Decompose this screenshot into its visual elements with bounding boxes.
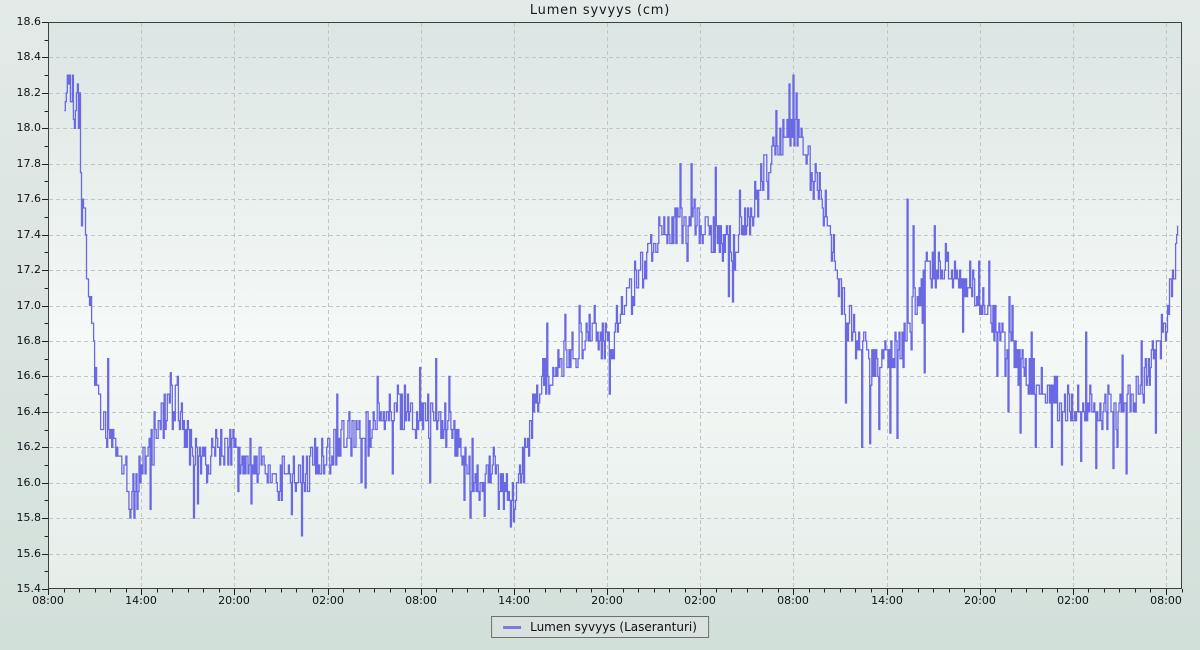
legend-label: Lumen syvyys (Laseranturi) (530, 620, 697, 634)
series-line (64, 74, 1179, 537)
plot-border (48, 22, 1182, 589)
chart-title: Lumen syvyys (cm) (529, 3, 671, 18)
legend: Lumen syvyys (Laseranturi) (491, 616, 709, 638)
axis-ticks (42, 22, 1183, 595)
legend-line-sample (503, 625, 522, 629)
gridlines (49, 23, 1181, 588)
